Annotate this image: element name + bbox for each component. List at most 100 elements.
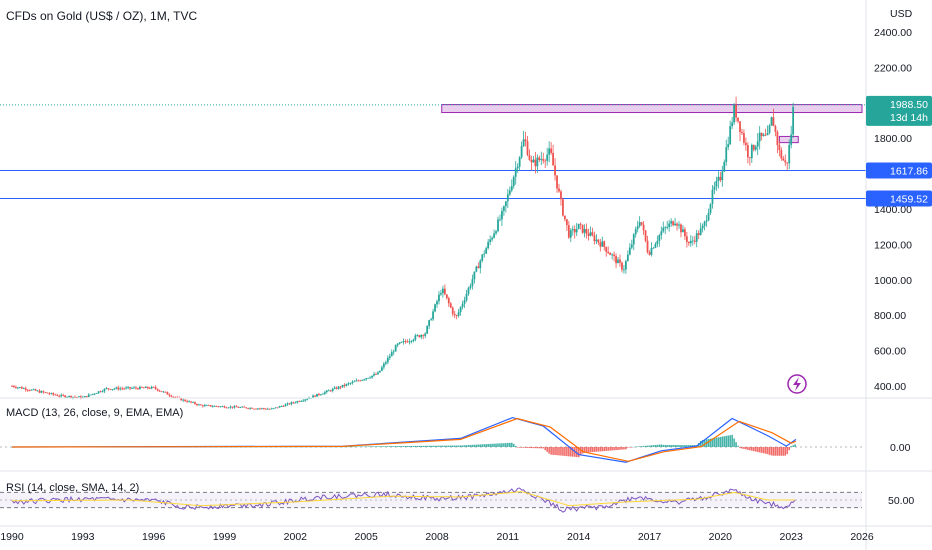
candle-body — [131, 388, 133, 389]
macd-histogram-bar — [680, 445, 682, 447]
candle-body — [320, 394, 322, 396]
macd-histogram-bar — [764, 447, 767, 454]
candle-body — [748, 157, 751, 159]
candle-body — [477, 266, 480, 269]
macd-histogram-bar — [658, 444, 661, 447]
candle-body — [164, 391, 167, 393]
macd-histogram-bar — [361, 446, 364, 447]
candle-body — [282, 406, 285, 407]
candle-body — [66, 396, 68, 398]
candle-body — [266, 408, 269, 410]
macd-histogram-bar — [672, 444, 674, 447]
candle-body — [768, 125, 771, 133]
macd-histogram-bar — [349, 446, 352, 448]
macd-histogram-bar — [599, 447, 602, 452]
macd-histogram-bar — [768, 447, 771, 455]
candle-body — [353, 381, 356, 383]
macd-histogram-bar — [365, 446, 367, 447]
candle-body — [24, 388, 27, 390]
macd-histogram-bar — [589, 447, 592, 453]
macd-histogram-bar — [792, 445, 794, 447]
macd-histogram-bar — [528, 447, 531, 448]
candle-body — [654, 243, 657, 248]
macd-histogram-bar — [568, 447, 570, 457]
candle-body — [640, 222, 643, 225]
macd-histogram-bar — [666, 444, 669, 447]
candle-body — [36, 390, 39, 392]
candle-body — [117, 387, 120, 390]
candle-body — [709, 204, 712, 214]
macd-histogram-bar — [719, 436, 722, 447]
candle-body — [752, 144, 755, 150]
candle-body — [619, 259, 621, 263]
lightning-icon[interactable] — [787, 374, 807, 394]
resistance-zone — [441, 104, 863, 114]
candle-body — [766, 132, 769, 136]
macd-histogram-bar — [766, 447, 769, 455]
candle-body — [211, 406, 214, 408]
time-tick-label: 2020 — [709, 531, 733, 543]
candle-body — [93, 393, 96, 395]
macd-histogram-bar — [379, 446, 381, 447]
horizontal-levels[interactable] — [0, 104, 866, 199]
candle-body — [418, 335, 421, 338]
candle-body — [123, 388, 126, 390]
macd-pane — [0, 416, 862, 463]
macd-histogram-bar — [727, 435, 730, 447]
macd-histogram-bar — [709, 438, 712, 447]
candle-body — [487, 241, 490, 249]
macd-histogram-bar — [400, 446, 403, 447]
macd-label[interactable]: MACD (13, 26, close, 9, EMA, EMA) — [6, 407, 184, 419]
candle-body — [312, 395, 314, 398]
candle-body — [432, 311, 434, 320]
macd-histogram-bar — [701, 440, 704, 447]
candle-body — [743, 133, 745, 143]
candle-body — [239, 407, 242, 409]
candle-body — [617, 259, 619, 264]
candle-body — [782, 158, 785, 161]
candle-body — [518, 157, 521, 167]
candle-body — [674, 223, 676, 226]
rsi-label[interactable]: RSI (14, close, SMA, 14, 2) — [6, 482, 140, 494]
macd-histogram-bar — [479, 444, 482, 447]
candle-body — [278, 406, 281, 408]
macd-histogram-bar — [678, 445, 680, 447]
candle-body — [485, 248, 488, 254]
macd-histogram-bar — [660, 444, 663, 447]
macd-histogram-bar — [412, 445, 415, 447]
candle-body — [95, 393, 98, 394]
macd-histogram-bar — [501, 443, 503, 447]
candle-body — [105, 388, 108, 389]
candle-body — [563, 215, 566, 220]
candle-body — [658, 235, 661, 241]
candle-body — [292, 402, 295, 404]
candle-body — [229, 406, 232, 408]
candle-body — [56, 395, 59, 396]
macd-histogram-bar — [451, 445, 454, 447]
macd-histogram-bar — [512, 443, 515, 447]
candle-body — [467, 287, 470, 294]
candle-body — [172, 396, 175, 398]
macd-histogram-bar — [569, 447, 572, 457]
candle-body — [363, 379, 366, 381]
macd-histogram-bar — [385, 446, 387, 447]
candle-body — [219, 406, 222, 408]
candle-body — [587, 233, 590, 236]
macd-histogram-bar — [794, 444, 796, 447]
candle-body — [558, 188, 560, 192]
candle-body — [693, 240, 696, 242]
candle-body — [60, 394, 63, 397]
price-tick-label: 1400.00 — [874, 204, 912, 216]
candle-body — [790, 134, 793, 145]
macd-histogram-bar — [438, 445, 440, 447]
candle-body — [615, 256, 617, 264]
macd-histogram-bar — [564, 447, 566, 456]
candle-body — [62, 394, 65, 396]
macd-histogram-bar — [752, 447, 755, 452]
macd-histogram-bar — [790, 446, 792, 447]
candle-body — [569, 230, 572, 238]
candle-body — [333, 387, 336, 389]
candle-body — [593, 235, 596, 242]
candle-body — [367, 377, 370, 379]
